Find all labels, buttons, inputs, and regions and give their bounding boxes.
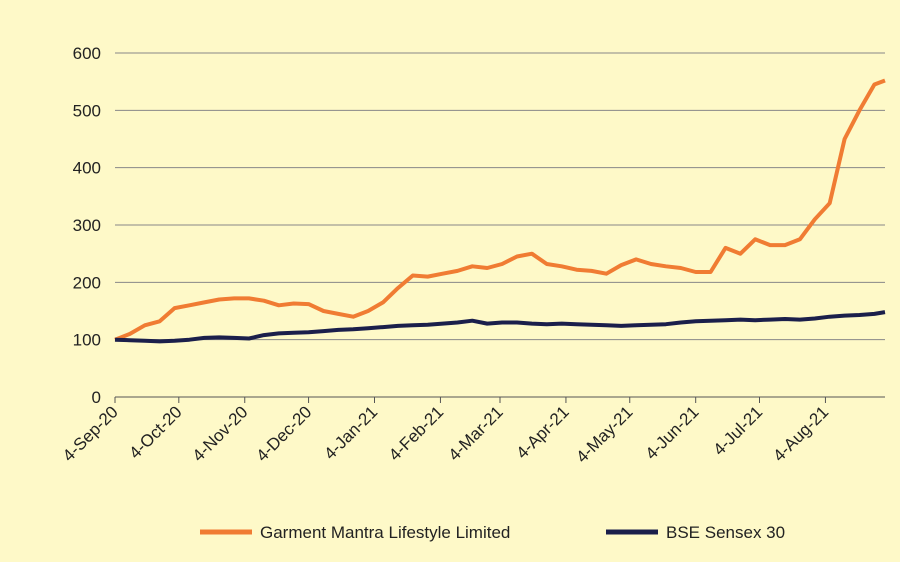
y-tick-label: 600 xyxy=(73,44,101,63)
y-tick-label: 400 xyxy=(73,159,101,178)
y-tick-label: 0 xyxy=(92,388,101,407)
series-line xyxy=(114,310,886,344)
y-tick-label: 300 xyxy=(73,216,101,235)
y-tick-label: 200 xyxy=(73,273,101,292)
legend-label: BSE Sensex 30 xyxy=(666,523,785,542)
y-tick-label: 100 xyxy=(73,331,101,350)
series-line xyxy=(114,78,886,342)
y-tick-label: 500 xyxy=(73,101,101,120)
legend-label: Garment Mantra Lifestyle Limited xyxy=(260,523,510,542)
